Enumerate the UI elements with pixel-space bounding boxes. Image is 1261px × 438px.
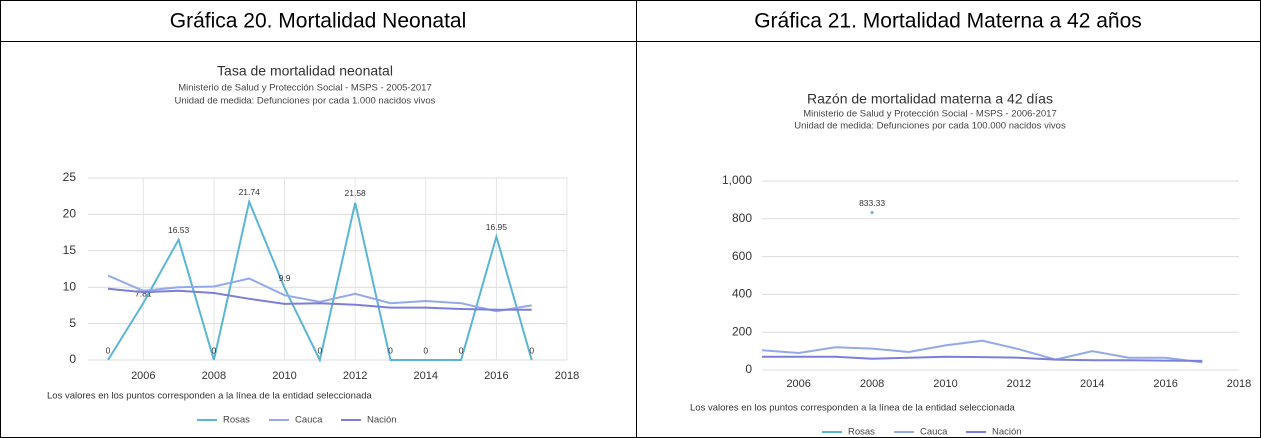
- data-label: 833.33: [859, 198, 885, 208]
- x-tick-label: 2014: [414, 370, 438, 382]
- legend-label: Cauca: [295, 415, 323, 426]
- x-tick-label: 2012: [343, 370, 367, 382]
- data-label: 0: [212, 345, 217, 355]
- legend-label: Nación: [367, 415, 397, 426]
- data-label: 0: [423, 345, 428, 355]
- y-tick-label: 600: [732, 249, 752, 263]
- y-tick-label: 15: [63, 243, 77, 257]
- y-tick-label: 25: [63, 170, 77, 184]
- column-header: Gráfica 21. Mortalidad Materna a 42 años: [754, 10, 1142, 33]
- series-line: [107, 274, 532, 313]
- x-tick-label: 2018: [555, 370, 579, 382]
- chart-subtitle: Ministerio de Salud y Protección Social …: [803, 109, 1056, 120]
- chart-note: Los valores en los puntos corresponden a…: [690, 403, 1016, 414]
- y-tick-label: 20: [63, 207, 77, 221]
- chart-note: Los valores en los puntos corresponden a…: [47, 391, 373, 402]
- chart-title: Tasa de mortalidad neonatal: [217, 63, 393, 79]
- data-label: 0: [459, 345, 464, 355]
- y-tick-label: 400: [732, 287, 752, 301]
- data-label: 16.53: [168, 225, 190, 235]
- series-line: [107, 287, 532, 311]
- data-label: 7.81: [135, 288, 152, 298]
- column-header: Gráfica 20. Mortalidad Neonatal: [170, 10, 467, 33]
- data-label: 0: [106, 345, 111, 355]
- y-tick-label: 1,000: [722, 173, 752, 187]
- y-tick-label: 5: [69, 316, 76, 330]
- legend-label: Rosas: [223, 415, 250, 426]
- x-tick-label: 2016: [484, 370, 508, 382]
- data-label: 16.95: [486, 222, 508, 232]
- data-label: 0: [317, 345, 322, 355]
- legend-label: Rosas: [848, 427, 875, 438]
- x-tick-label: 2006: [786, 378, 810, 390]
- data-point: [870, 211, 874, 215]
- x-tick-label: 2010: [933, 378, 957, 390]
- chart-unit: Unidad de medida: Defunciones por cada 1…: [794, 121, 1066, 132]
- y-tick-label: 200: [732, 324, 752, 338]
- x-tick-label: 2012: [1007, 378, 1031, 390]
- data-label: 21.58: [345, 188, 367, 198]
- x-tick-label: 2010: [272, 370, 296, 382]
- data-label: 9.9: [279, 273, 291, 283]
- data-label: 0: [388, 345, 393, 355]
- chart-title: Razón de mortalidad materna a 42 días: [807, 91, 1053, 107]
- y-tick-label: 10: [63, 279, 77, 293]
- chart-subtitle: Ministerio de Salud y Protección Social …: [178, 83, 431, 94]
- data-label: 21.74: [239, 187, 261, 197]
- series-line: [107, 198, 533, 363]
- legend-label: Nación: [992, 427, 1022, 438]
- y-tick-label: 0: [69, 352, 76, 366]
- x-tick-label: 2006: [131, 370, 155, 382]
- x-tick-label: 2008: [860, 378, 884, 390]
- y-tick-label: 800: [732, 211, 752, 225]
- legend-label: Cauca: [920, 427, 948, 438]
- chart-unit: Unidad de medida: Defunciones por cada 1…: [175, 96, 436, 107]
- x-tick-label: 2016: [1153, 378, 1177, 390]
- x-tick-label: 2018: [1227, 378, 1251, 390]
- series-line: [761, 339, 1203, 364]
- y-tick-label: 0: [745, 362, 752, 376]
- data-label: 0: [529, 345, 534, 355]
- series-line: [762, 355, 1203, 362]
- x-tick-label: 2008: [202, 370, 226, 382]
- x-tick-label: 2014: [1080, 378, 1104, 390]
